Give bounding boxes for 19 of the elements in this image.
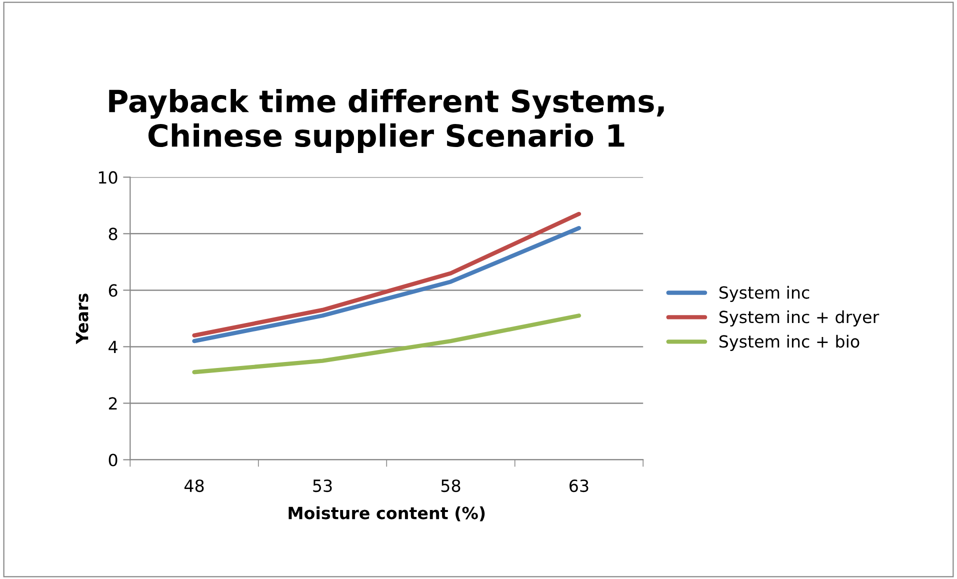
chart-title: Payback time different Systems, Chinese supplier Scenario 1 <box>109 88 664 153</box>
x-tick-label: 58 <box>441 479 460 492</box>
line-series <box>192 226 582 344</box>
x-tick-label: 48 <box>184 479 204 492</box>
x-tick-label: 63 <box>570 479 588 492</box>
legend-label: System inc + bio <box>719 334 860 351</box>
y-tick-label: 10 <box>98 171 118 184</box>
legend-label: System inc + dryer <box>719 310 880 327</box>
y-tick-label: 4 <box>108 340 118 354</box>
line-series <box>192 212 582 338</box>
legend-label: System inc <box>719 286 810 302</box>
x-axis-title: Moisture content (%) <box>288 506 485 522</box>
y-tick-label: 8 <box>108 228 118 240</box>
x-tick-label: 53 <box>313 479 332 492</box>
y-axis-title: Years <box>76 294 88 344</box>
y-tick-label: 0 <box>108 454 118 466</box>
line-series <box>192 314 582 374</box>
y-tick-label: 2 <box>108 397 117 410</box>
y-tick-label: 6 <box>108 284 118 297</box>
